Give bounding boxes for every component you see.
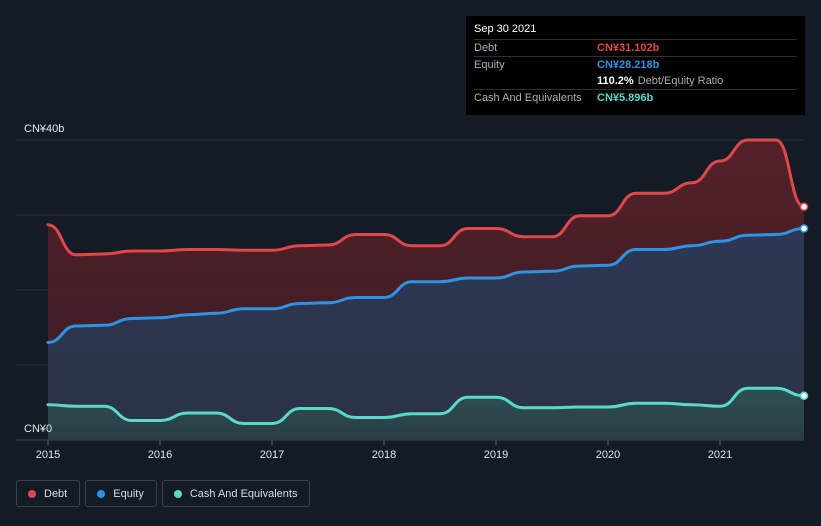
tooltip-cash-value: CN¥5.896b [597,92,654,104]
series-endpoints [799,202,809,400]
legend: Debt Equity Cash And Equivalents [16,480,311,507]
equity-area [48,228,804,440]
tooltip-ratio-label: Debt/Equity Ratio [637,75,724,87]
y-axis-bottom-label: CN¥0 [24,423,52,435]
legend-debt-label: Debt [44,487,68,500]
debt-endpoint[interactable] [799,202,809,211]
tooltip-equity-label: Equity [474,59,505,71]
x-tick-label: 2015 [36,449,60,461]
tooltip-row-ratio: 110.2% Debt/Equity Ratio [474,73,797,89]
x-tick-label: 2017 [260,449,284,461]
x-tick-label: 2021 [708,449,732,461]
series-lines [46,138,806,425]
equity-endpoint[interactable] [799,224,809,233]
debt-line [46,138,806,257]
legend-item-equity[interactable]: Equity [85,480,157,507]
tooltip-ratio-value: 110.2% [597,75,634,87]
x-tick-label: 2019 [484,449,508,461]
tooltip-date: Sep 30 2021 [474,23,537,35]
tooltip-row-debt: Debt CN¥31.102b [474,39,797,56]
x-tick-label: 2016 [148,449,172,461]
tooltip: Sep 30 2021 Debt CN¥31.102b Equity CN¥28… [466,16,805,115]
cash-dot-icon [173,489,182,498]
legend-equity-label: Equity [113,487,144,500]
debt-dot-icon [28,489,36,498]
equity-dot-icon [97,489,106,498]
cash-endpoint[interactable] [799,391,809,400]
tooltip-row-equity: Equity CN¥28.218b [474,56,797,73]
legend-item-cash[interactable]: Cash And Equivalents [161,480,311,507]
tooltip-cash-label: Cash And Equivalents [474,92,582,104]
x-tick-label: 2020 [596,449,620,461]
y-axis-top-label: CN¥40b [24,123,64,135]
series-areas [48,140,804,440]
cash-line [46,386,806,425]
x-axis-ticks: 2015 2016 2017 2018 2019 2020 2021 [36,440,732,461]
tooltip-equity-value: CN¥28.218b [597,59,660,71]
x-tick-label: 2018 [372,449,396,461]
equity-line [46,227,806,344]
tooltip-debt-label: Debt [474,42,498,54]
tooltip-row-cash: Cash And Equivalents CN¥5.896b [474,89,797,106]
tooltip-debt-value: CN¥31.102b [597,42,660,54]
legend-item-debt[interactable]: Debt [16,480,81,507]
legend-cash-label: Cash And Equivalents [189,487,298,500]
